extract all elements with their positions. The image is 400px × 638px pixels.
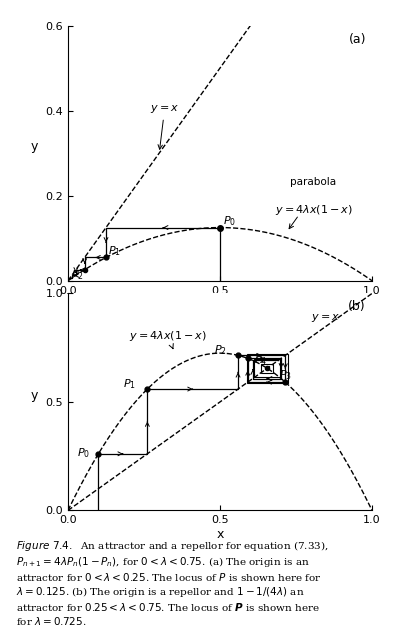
Bar (254, 359, 280, 378)
Bar (261, 364, 273, 373)
Text: $P_0$: $P_0$ (223, 214, 236, 228)
X-axis label: x: x (216, 528, 224, 541)
Text: $y = x$: $y = x$ (311, 311, 340, 323)
Text: $y = 4\lambda x(1-x)$: $y = 4\lambda x(1-x)$ (129, 329, 207, 349)
Text: $P_2$: $P_2$ (71, 268, 84, 282)
Text: $y = 4\lambda x(1-x)$: $y = 4\lambda x(1-x)$ (275, 203, 352, 217)
Text: $P_1$: $P_1$ (123, 377, 136, 390)
X-axis label: x: x (216, 299, 224, 311)
Text: (a): (a) (348, 33, 366, 46)
Text: $P_2$: $P_2$ (214, 343, 226, 357)
Text: $P_1$: $P_1$ (108, 244, 120, 258)
Bar (246, 353, 288, 383)
Text: $P_0$: $P_0$ (77, 446, 90, 460)
Text: (b): (b) (348, 300, 366, 313)
Y-axis label: y: y (31, 389, 38, 402)
Text: $y = x$: $y = x$ (150, 103, 179, 149)
Text: $P_4$: $P_4$ (254, 353, 267, 366)
Text: $P_3$: $P_3$ (279, 368, 292, 382)
Text: $\it{Figure\ 7.4.}$  An attractor and a repellor for equation (7.33),
$P_{n+1} =: $\it{Figure\ 7.4.}$ An attractor and a r… (16, 539, 328, 627)
Y-axis label: y: y (30, 140, 38, 153)
Text: parabola: parabola (290, 177, 336, 187)
